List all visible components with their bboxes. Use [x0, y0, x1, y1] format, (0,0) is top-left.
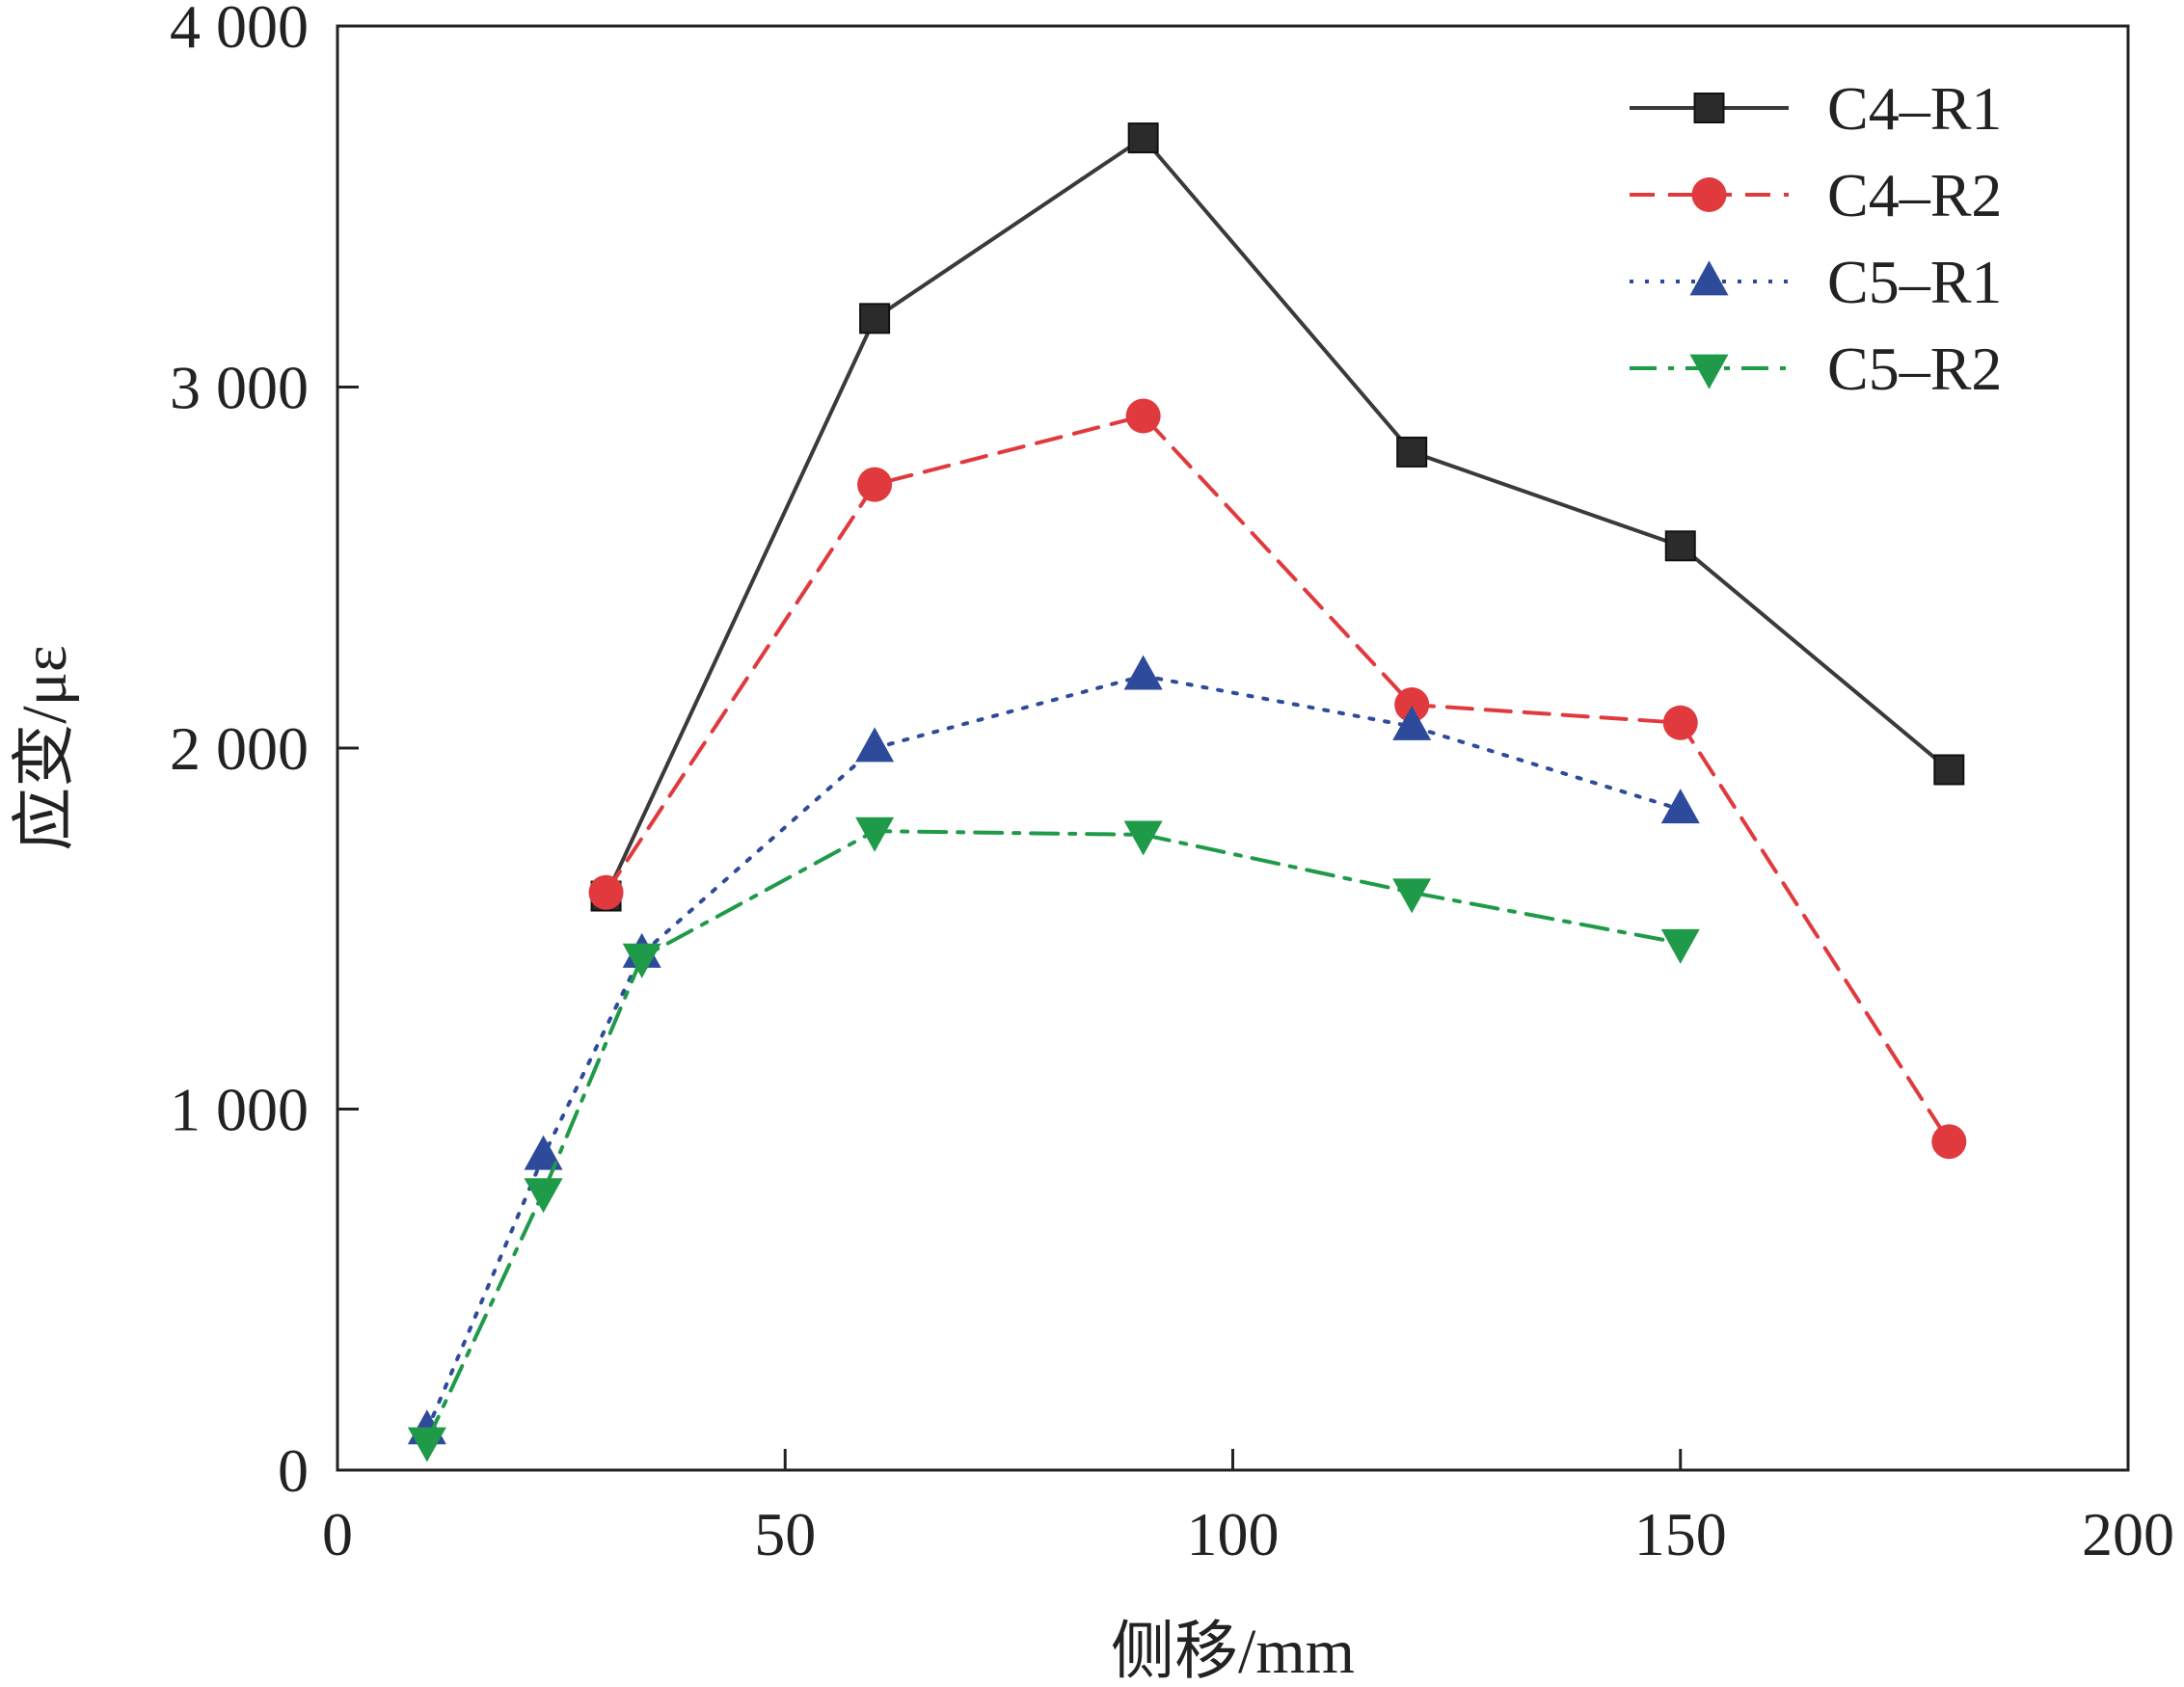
- legend-marker: [1693, 93, 1725, 123]
- x-axis-ticks: 0 50 100 150 200: [322, 1449, 2174, 1568]
- series-line: [424, 829, 1683, 1444]
- legend-label: C4–R1: [1827, 74, 2002, 143]
- series-layer: [407, 122, 1967, 1462]
- legend-item: C5–R1: [1630, 248, 2002, 316]
- data-point-marker: [524, 1135, 563, 1170]
- y-axis-title: 应变/με: [10, 645, 80, 850]
- y-tick-label: 4 000: [170, 0, 309, 61]
- x-tick-label: 50: [754, 1500, 816, 1568]
- data-point-marker: [857, 467, 893, 502]
- legend-item: C4–R2: [1630, 161, 2002, 229]
- y-axis-ticks: 0 1 000 2 000 3 000 4 000: [170, 0, 359, 1505]
- series-line: [604, 135, 1952, 898]
- series-line: [424, 674, 1683, 1433]
- legend-marker: [1691, 177, 1727, 212]
- data-point-marker: [1660, 928, 1700, 964]
- data-point-marker: [1127, 122, 1159, 154]
- series-c5-r2: [407, 817, 1700, 1462]
- legend-marker: [1689, 354, 1729, 389]
- y-tick-label: 2 000: [170, 714, 309, 783]
- legend-label: C5–R1: [1827, 248, 2002, 316]
- data-point-marker: [859, 303, 891, 335]
- series-c4-r1: [590, 122, 1965, 912]
- data-point-marker: [1396, 436, 1428, 468]
- y-tick-label: 0: [278, 1436, 309, 1505]
- data-point-marker: [407, 1427, 446, 1462]
- data-point-marker: [1392, 705, 1432, 740]
- data-point-marker: [1933, 754, 1965, 786]
- y-tick-label: 1 000: [170, 1076, 309, 1144]
- data-point-marker: [1662, 705, 1698, 740]
- data-point-marker: [1394, 687, 1430, 723]
- x-tick-label: 100: [1187, 1500, 1280, 1568]
- data-point-marker: [588, 874, 624, 910]
- x-tick-label: 0: [322, 1500, 353, 1568]
- legend-item: C4–R1: [1630, 74, 2002, 143]
- legend-marker: [1689, 260, 1729, 296]
- legend-label: C5–R2: [1827, 335, 2002, 403]
- legend-label: C4–R2: [1827, 161, 2002, 229]
- data-point-marker: [855, 727, 895, 763]
- data-point-marker: [1123, 655, 1163, 690]
- data-point-marker: [1123, 820, 1163, 856]
- data-point-marker: [855, 817, 895, 852]
- x-tick-label: 200: [2082, 1500, 2174, 1568]
- x-axis-title: 侧移/mm: [1111, 1617, 1355, 1687]
- legend-item: C5–R2: [1630, 335, 2002, 403]
- data-point-marker: [524, 1178, 563, 1214]
- series-c4-r2: [588, 398, 1967, 1160]
- legend: C4–R1 C4–R2 C5–R1 C5–R2: [1630, 74, 2002, 403]
- series-line: [604, 414, 1952, 1144]
- y-tick-label: 3 000: [170, 354, 309, 422]
- data-point-marker: [1125, 398, 1161, 434]
- data-point-marker: [1392, 878, 1432, 914]
- data-point-marker: [1660, 789, 1700, 824]
- data-point-marker: [1931, 1124, 1967, 1160]
- data-point-marker: [622, 943, 661, 978]
- data-point-marker: [1664, 530, 1696, 562]
- x-tick-label: 150: [1634, 1500, 1727, 1568]
